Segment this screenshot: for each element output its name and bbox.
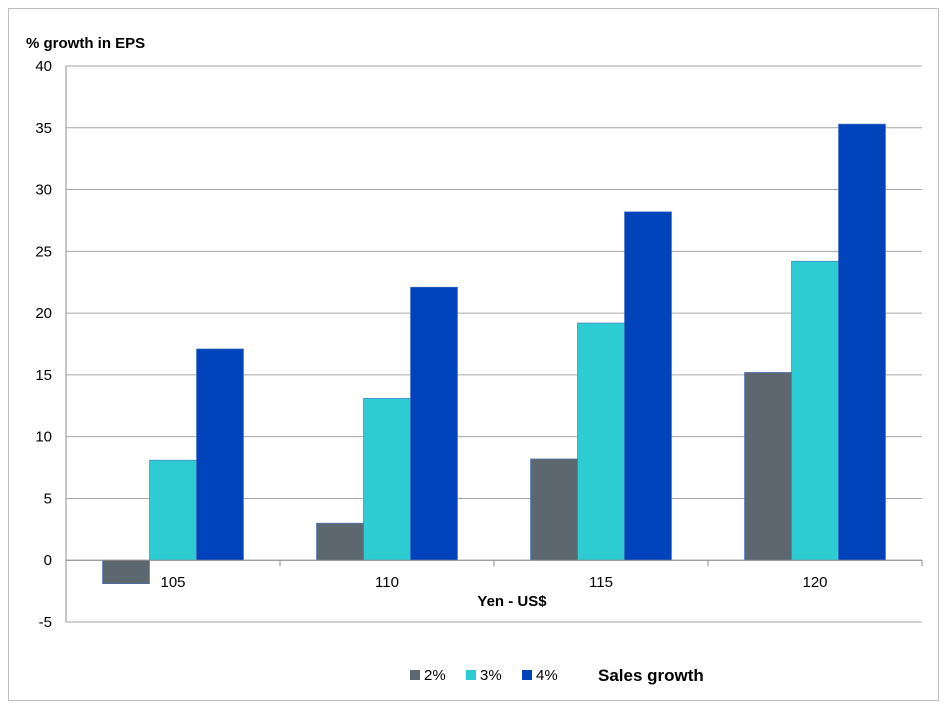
bar-2pct-105: [102, 559, 150, 584]
y-tick-label: 15: [35, 367, 52, 384]
legend: 2% 3% 4% Sales growth: [410, 666, 704, 685]
legend-label: 4%: [536, 667, 558, 684]
y-tick-label: 0: [44, 552, 52, 569]
bar-3pct-105: [149, 459, 197, 561]
y-tick-label: -5: [39, 614, 52, 631]
bar-2pct-115: [530, 458, 578, 561]
legend-title: Sales growth: [598, 666, 704, 685]
bar-3pct-115: [577, 322, 625, 561]
x-tick-label: 115: [589, 574, 613, 591]
x-tick-label: 110: [375, 574, 399, 591]
bar-4pct-115: [624, 211, 672, 561]
y-tick-label: 5: [44, 490, 52, 507]
x-axis-label: Yen - US$: [477, 593, 547, 610]
y-tick-label: 35: [35, 120, 52, 137]
x-tick-label: 105: [160, 574, 185, 591]
bar-3pct-120: [791, 260, 839, 561]
bar-4pct-120: [838, 123, 886, 561]
y-tick-label: 30: [35, 182, 52, 199]
y-tick-label: 10: [35, 429, 52, 446]
legend-swatch: [410, 670, 420, 680]
y-tick-labels: -5 0 5 10 15 20 25 30 35 40: [35, 58, 52, 631]
y-axis-label: % growth in EPS: [26, 35, 145, 52]
bar-2pct-120: [744, 372, 792, 561]
bar-4pct-110: [410, 286, 458, 561]
legend-swatch: [466, 670, 476, 680]
chart-frame: [8, 8, 939, 701]
y-tick-label: 40: [35, 58, 52, 75]
legend-label: 2%: [424, 667, 446, 684]
y-tick-label: 20: [35, 305, 52, 322]
legend-swatch: [522, 670, 532, 680]
axes: [65, 66, 923, 622]
y-tick-label: 25: [35, 243, 52, 260]
bar-3pct-110: [363, 398, 411, 561]
bar-2pct-110: [316, 522, 364, 561]
x-tick-label: 120: [802, 574, 827, 591]
x-tick-labels: 105 110 115 120: [160, 574, 827, 591]
bars: [102, 123, 886, 584]
legend-label: 3%: [480, 667, 502, 684]
bar-4pct-105: [196, 348, 244, 561]
